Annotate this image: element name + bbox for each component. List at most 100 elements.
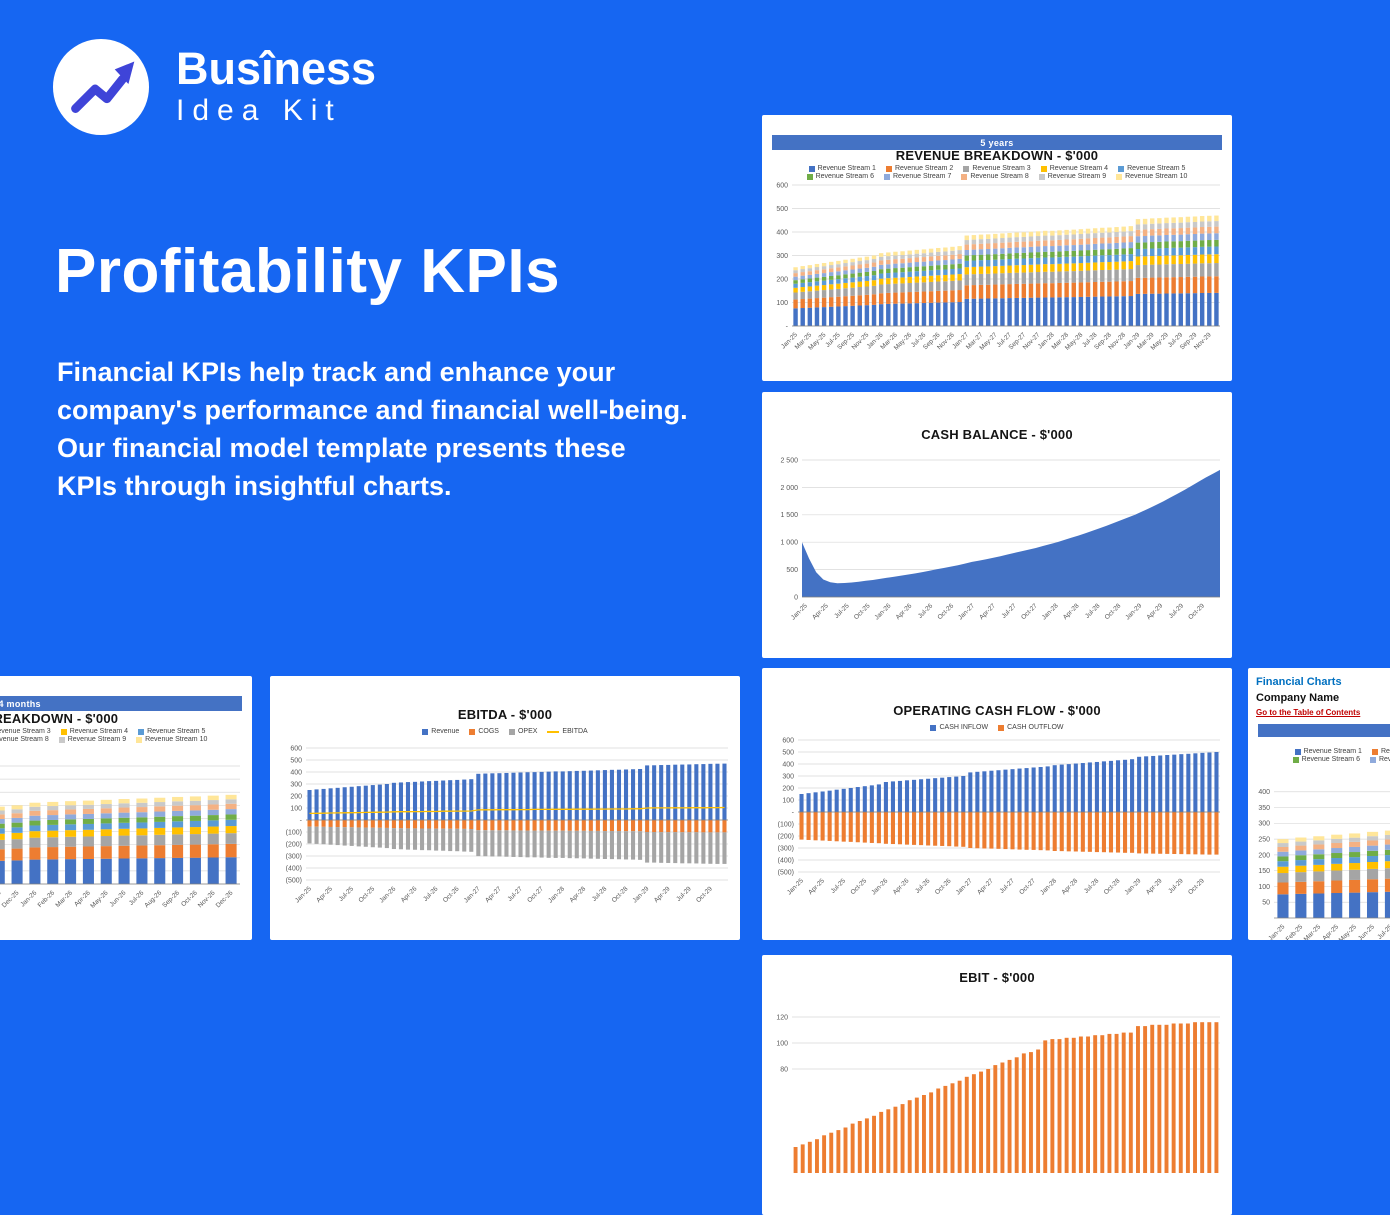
svg-text:600: 600	[290, 745, 302, 752]
svg-text:200: 200	[782, 785, 794, 792]
legend-swatch-icon	[963, 165, 970, 172]
svg-text:Apr-25: Apr-25	[811, 602, 830, 621]
svg-text:Jul-26: Jul-26	[914, 877, 932, 895]
legend-item: Revenue Stream 7	[883, 173, 951, 180]
svg-text:Feb-25: Feb-25	[1285, 923, 1305, 940]
svg-text:200: 200	[776, 276, 788, 283]
legend-item: Revenue Stream 10	[1116, 173, 1187, 180]
legend-item: CASH INFLOW	[930, 724, 988, 731]
svg-text:50: 50	[1262, 900, 1270, 907]
brand-name: Busîness	[176, 43, 377, 95]
svg-text:Jan-29: Jan-29	[632, 885, 651, 904]
svg-text:Oct-27: Oct-27	[526, 885, 545, 904]
svg-text:(200): (200)	[286, 841, 302, 848]
legend-item: Revenue Stream 9	[58, 736, 126, 743]
legend-item: COGS	[469, 728, 499, 735]
chart-period-badge: 24 months	[0, 696, 242, 711]
svg-text:Jul-29: Jul-29	[1168, 602, 1186, 620]
svg-text:-: -	[786, 323, 789, 330]
svg-text:(100): (100)	[778, 821, 794, 828]
svg-text:-: -	[792, 809, 795, 816]
svg-text:Oct-25: Oct-25	[357, 885, 376, 904]
svg-text:400: 400	[776, 229, 788, 236]
svg-text:Jul-26: Jul-26	[917, 602, 935, 620]
brand-logo	[52, 38, 150, 136]
svg-text:Mar-26: Mar-26	[54, 889, 74, 909]
svg-text:Apr-27: Apr-27	[484, 885, 503, 904]
svg-text:Dec-25: Dec-25	[1, 889, 21, 909]
svg-text:500: 500	[786, 567, 798, 574]
svg-text:Jul-25: Jul-25	[830, 877, 848, 895]
svg-text:Aug-26: Aug-26	[143, 889, 163, 909]
legend-item: Revenue Stream 4	[60, 728, 128, 735]
svg-text:80: 80	[780, 1066, 788, 1073]
svg-text:0: 0	[794, 594, 798, 601]
svg-text:Jul-29: Jul-29	[1167, 877, 1185, 895]
svg-text:Jan-27: Jan-27	[957, 602, 976, 621]
revenue-breakdown-24m-chart: Jan-25Feb-25Mar-25Apr-25May-25Jun-25Jul-…	[0, 765, 240, 910]
svg-text:Oct-26: Oct-26	[180, 889, 199, 908]
chart-panel-revenue-breakdown-24m: 24 months REVENUE BREAKDOWN - $'000 Reve…	[0, 676, 252, 940]
svg-text:Jan-25: Jan-25	[790, 602, 809, 621]
svg-text:100: 100	[290, 805, 302, 812]
svg-text:300: 300	[776, 253, 788, 260]
svg-text:Mar-25: Mar-25	[1303, 923, 1323, 940]
svg-text:1 500: 1 500	[780, 512, 798, 519]
svg-text:100: 100	[776, 1040, 788, 1047]
logo-circle	[52, 38, 150, 136]
svg-text:Apr-29: Apr-29	[1145, 877, 1164, 896]
financial-charts-heading: Financial Charts	[1256, 676, 1342, 688]
legend-swatch-icon	[1116, 173, 1123, 180]
table-of-contents-link[interactable]: Go to the Table of Contents	[1256, 708, 1361, 717]
chart-title: REVENUE BREAKDOWN - $'000	[0, 711, 119, 726]
legend-swatch-icon	[422, 728, 429, 735]
svg-text:Jan-26: Jan-26	[873, 602, 892, 621]
svg-text:Jul-27: Jul-27	[998, 877, 1016, 895]
legend-swatch-icon	[883, 173, 890, 180]
svg-text:Apr-29: Apr-29	[1145, 602, 1164, 621]
svg-text:(400): (400)	[286, 865, 302, 872]
svg-text:Jan-28: Jan-28	[547, 885, 566, 904]
svg-text:Jul-28: Jul-28	[591, 885, 609, 903]
svg-text:300: 300	[1258, 821, 1270, 828]
svg-text:(500): (500)	[286, 877, 302, 884]
brand-header: Busîness Idea Kit	[52, 38, 376, 136]
svg-text:Apr-25: Apr-25	[315, 885, 334, 904]
legend-swatch-icon	[1118, 165, 1125, 172]
svg-text:Oct-26: Oct-26	[936, 602, 955, 621]
brand-subtitle: Idea Kit	[176, 93, 342, 127]
legend-item: EBITDA	[547, 728, 588, 735]
legend-item: Revenue Stream 8	[0, 736, 49, 743]
legend-swatch-icon	[806, 173, 813, 180]
legend-item: Revenue Stream 2	[1371, 748, 1390, 755]
page-background: { "brand": {"line1": "Busîness", "line2"…	[0, 38, 1390, 1215]
svg-text:Jan-26: Jan-26	[378, 885, 397, 904]
legend-swatch-icon	[1038, 173, 1045, 180]
svg-text:May-26: May-26	[89, 889, 110, 910]
svg-text:Jan-29: Jan-29	[1124, 602, 1143, 621]
legend-item: Revenue Stream 6	[1292, 756, 1360, 763]
legend-swatch-icon	[961, 173, 968, 180]
svg-text:Jan-27: Jan-27	[463, 885, 482, 904]
svg-text:(300): (300)	[286, 853, 302, 860]
legend-swatch-icon	[998, 724, 1005, 731]
legend-item: Revenue Stream 6	[806, 173, 874, 180]
svg-text:Oct-27: Oct-27	[1018, 877, 1037, 896]
legend-item: Revenue Stream 3	[0, 728, 51, 735]
company-name: Company Name	[1256, 692, 1340, 704]
svg-text:400: 400	[1258, 789, 1270, 796]
legend-item: Revenue Stream 7	[1369, 756, 1390, 763]
revenue-breakdown-5y-chart: 600500400300200100-Jan-25Mar-25May-25Jul…	[776, 182, 1220, 352]
page-title: Profitability KPIs	[55, 237, 561, 306]
legend-swatch-icon	[60, 728, 67, 735]
legend-swatch-icon	[885, 165, 892, 172]
svg-text:600: 600	[782, 737, 794, 744]
svg-text:600: 600	[776, 182, 788, 189]
svg-text:Oct-28: Oct-28	[611, 885, 630, 904]
chart-title: REVENUE BREAKDOWN - $'000	[895, 148, 1099, 163]
svg-text:Jan-27: Jan-27	[955, 877, 974, 896]
legend-item: CASH OUTFLOW	[998, 724, 1064, 731]
svg-text:Feb-26: Feb-26	[37, 889, 57, 909]
